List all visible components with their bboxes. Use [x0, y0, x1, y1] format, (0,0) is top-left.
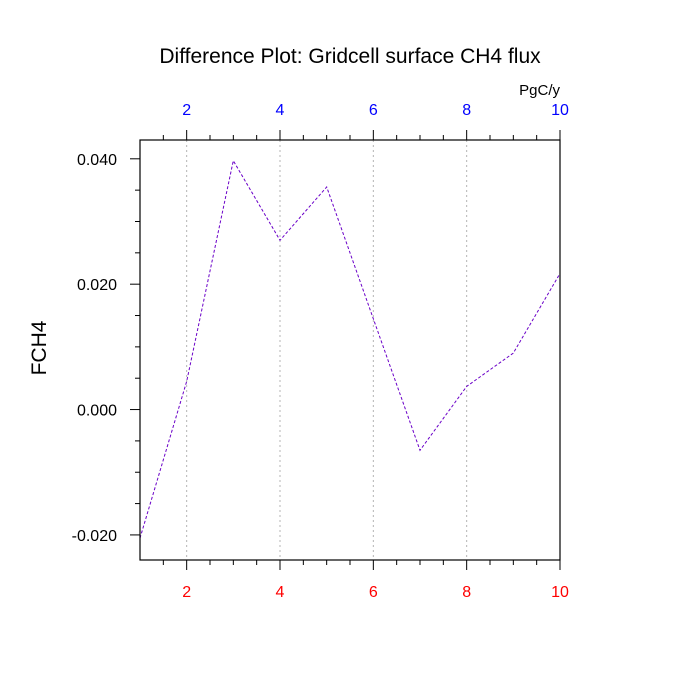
y-tick-label: 0.040	[77, 152, 117, 169]
x-tick-label-bottom: 2	[182, 584, 191, 601]
chart-title: Difference Plot: Gridcell surface CH4 fl…	[159, 45, 541, 68]
plot-frame	[139, 139, 561, 561]
x-tick-label-bottom: 6	[369, 584, 378, 601]
x-tick-label-top: 2	[182, 102, 191, 119]
grid-lines	[186, 140, 468, 560]
x-tick-label-bottom: 10	[551, 584, 569, 601]
units-label: PgC/y	[519, 82, 560, 99]
x-tick-label-top: 10	[551, 102, 569, 119]
x-tick-label-top: 4	[276, 102, 285, 119]
x-tick-label-top: 6	[369, 102, 378, 119]
series-group	[139, 159, 561, 539]
y-tick-label: -0.020	[72, 528, 117, 545]
axis-ticks	[130, 130, 561, 570]
y-tick-label: 0.000	[77, 403, 117, 420]
x-tick-label-bottom: 8	[462, 584, 471, 601]
x-tick-label-top: 8	[462, 102, 471, 119]
x-tick-label-bottom: 4	[276, 584, 285, 601]
tick-labels: 2 2 4 4 6 6 8 8 10 10 -0.020 0.000 0.020 0.040	[72, 102, 569, 601]
y-axis-label: FCH4	[28, 320, 51, 375]
series-line	[139, 159, 561, 539]
y-tick-label: 0.020	[77, 277, 117, 294]
